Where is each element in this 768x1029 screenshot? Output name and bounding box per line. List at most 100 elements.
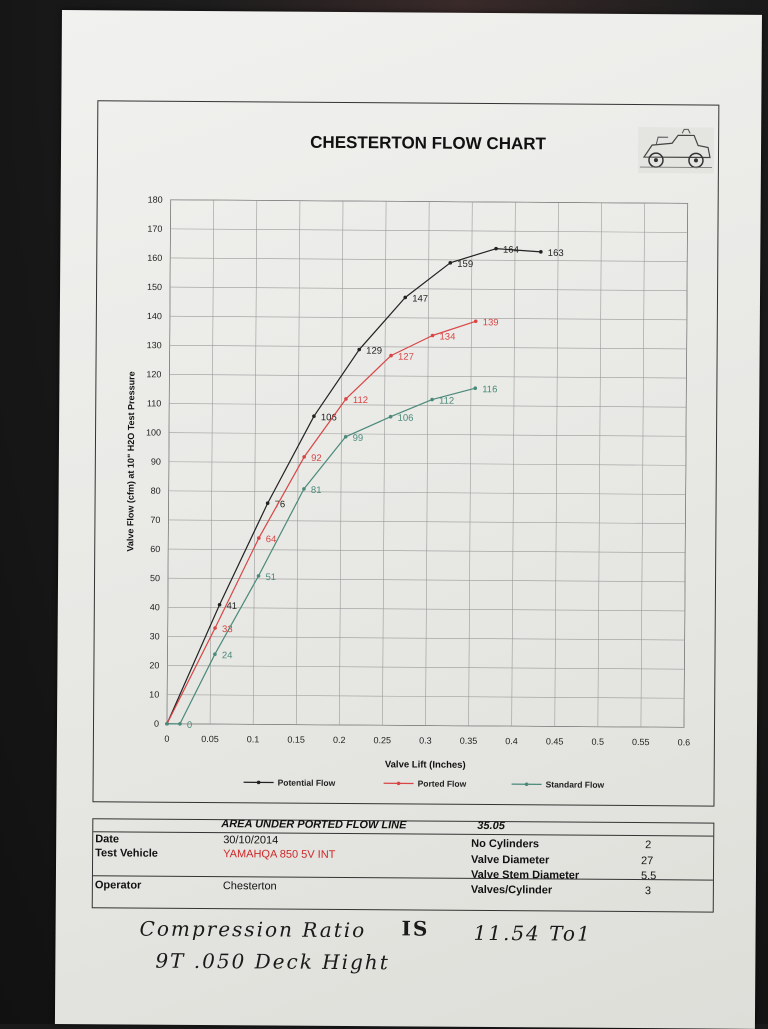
handwritten-deck-height-note: 9T .050 Deck Hight (155, 949, 390, 975)
data-point (344, 397, 348, 401)
valve-diameter-value: 27 (641, 855, 653, 867)
data-point (389, 415, 393, 419)
data-point (430, 398, 434, 402)
y-tick-label: 20 (149, 660, 159, 670)
legend-marker (525, 782, 529, 786)
data-label: 139 (483, 317, 499, 328)
info-divider (93, 875, 713, 880)
data-point (178, 722, 182, 726)
data-point (448, 261, 452, 265)
y-axis-label: Valve Flow (cfm) at 10" H2O Test Pressur… (125, 371, 136, 551)
y-tick-label: 40 (150, 602, 160, 612)
y-tick-label: 70 (150, 515, 160, 525)
y-tick-label: 120 (146, 369, 161, 379)
x-tick-label: 0.6 (678, 737, 691, 747)
handwritten-compression-ratio: 11.54 To1 (473, 921, 591, 946)
stem-diameter-value: 5.5 (641, 870, 656, 882)
y-tick-label: 110 (147, 398, 161, 408)
area-label: AREA UNDER PORTED FLOW LINE (221, 818, 406, 831)
data-label: 164 (503, 245, 519, 256)
data-point (539, 250, 543, 254)
data-label: 99 (353, 433, 364, 444)
series-line-2 (167, 386, 475, 726)
date-label: Date (95, 833, 119, 845)
data-label: 159 (457, 259, 473, 270)
y-tick-label: 160 (147, 253, 162, 263)
data-label: 163 (548, 248, 564, 259)
valve-diameter-label: Valve Diameter (471, 854, 549, 867)
data-point (213, 626, 217, 630)
cylinders-label: No Cylinders (471, 838, 539, 850)
y-tick-label: 50 (150, 573, 160, 583)
x-tick-label: 0.25 (374, 735, 392, 745)
data-point (257, 574, 261, 578)
area-value: 35.05 (477, 820, 505, 832)
data-point (389, 354, 393, 358)
y-tick-label: 60 (150, 544, 160, 554)
data-point (218, 603, 222, 607)
vehicle-label: Test Vehicle (95, 847, 158, 859)
x-tick-label: 0.1 (247, 734, 260, 744)
x-tick-label: 0.3 (419, 736, 432, 746)
handwritten-compression-label: Compression Ratio (140, 917, 367, 943)
x-tick-label: 0.35 (460, 736, 478, 746)
valves-per-cylinder-value: 3 (645, 885, 651, 897)
y-tick-label: 150 (147, 282, 162, 292)
y-tick-label: 10 (149, 690, 159, 700)
y-tick-label: 130 (147, 340, 162, 350)
data-label: 112 (439, 396, 454, 407)
data-label: 51 (265, 572, 276, 583)
data-point (257, 536, 261, 540)
data-label: 112 (353, 395, 368, 406)
info-divider (93, 831, 713, 836)
y-tick-label: 30 (150, 631, 160, 641)
x-tick-label: 0.15 (287, 735, 305, 745)
data-point (302, 487, 306, 491)
data-point (473, 386, 477, 390)
stem-diameter-label: Valve Stem Diameter (471, 869, 579, 882)
x-tick-label: 0.5 (591, 737, 604, 747)
data-point (494, 247, 498, 251)
x-tick-label: 0.45 (546, 736, 564, 746)
data-point (312, 414, 316, 418)
handwritten-is: IS (402, 916, 430, 940)
legend-label: Potential Flow (278, 778, 336, 788)
legend-marker (257, 781, 261, 785)
x-axis-label: Valve Lift (Inches) (385, 759, 466, 771)
operator-value: Chesterton (223, 880, 277, 892)
data-label: 81 (311, 485, 322, 496)
data-label: 134 (439, 332, 455, 343)
y-tick-label: 0 (154, 719, 159, 729)
x-tick-label: 0 (164, 734, 169, 744)
y-tick-label: 90 (151, 457, 161, 467)
data-label: 0 (187, 720, 192, 731)
data-point (213, 652, 217, 656)
y-tick-label: 100 (146, 427, 161, 437)
data-point (302, 455, 306, 459)
cylinders-value: 2 (645, 839, 651, 851)
y-tick-label: 80 (151, 486, 161, 496)
y-tick-label: 140 (147, 311, 162, 321)
data-point (165, 722, 169, 726)
x-tick-label: 0.2 (333, 735, 346, 745)
data-point (431, 334, 435, 338)
data-point (403, 296, 407, 300)
data-point (357, 348, 361, 352)
legend-label: Ported Flow (418, 779, 467, 789)
data-label: 147 (412, 294, 428, 305)
date-value: 30/10/2014 (223, 834, 278, 846)
operator-label: Operator (95, 879, 142, 891)
x-tick-label: 0.55 (632, 737, 650, 747)
data-label: 116 (482, 384, 497, 395)
data-point (266, 501, 270, 505)
data-label: 106 (398, 413, 414, 424)
x-tick-label: 0.05 (201, 734, 219, 744)
data-label: 92 (311, 453, 322, 464)
valves-per-cylinder-label: Valves/Cylinder (471, 884, 552, 897)
data-label: 24 (222, 650, 233, 661)
data-point (344, 435, 348, 439)
data-label: 129 (366, 346, 382, 357)
flow-line-chart: 0 10 20 30 40 50 60 70 80 90 100 110 120 130 140 150 160… (93, 101, 718, 805)
